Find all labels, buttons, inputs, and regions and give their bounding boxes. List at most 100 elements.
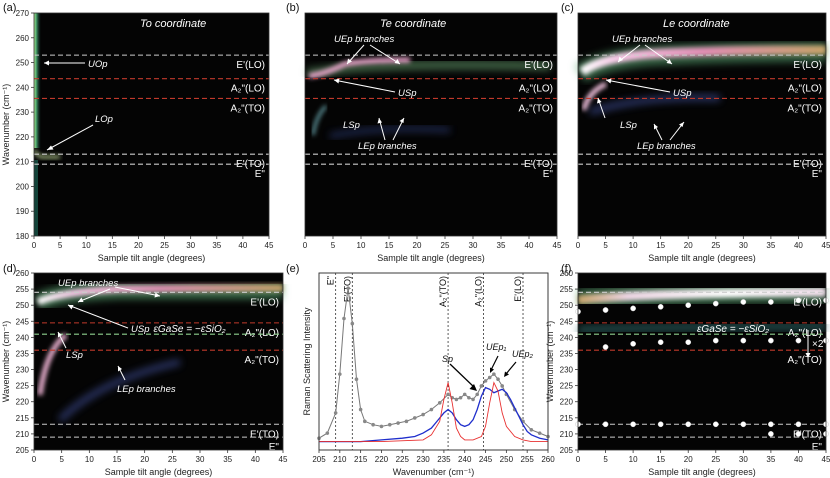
x-tick-label: 35 — [766, 241, 775, 250]
usp-band — [308, 57, 411, 79]
data-point — [429, 407, 434, 412]
x-tick-label: 260 — [541, 455, 555, 464]
y-tick-label: 210 — [16, 430, 30, 439]
x-tick-label: 35 — [212, 241, 221, 250]
y-tick-label: 260 — [560, 269, 574, 278]
data-point — [712, 421, 719, 428]
panel-label: (c) — [561, 2, 574, 14]
data-point — [363, 419, 367, 424]
svg-text:LSp: LSp — [343, 120, 360, 131]
y-tick-label: 200 — [16, 182, 30, 191]
y-tick-label: 220 — [16, 133, 30, 142]
x-tick-label: 25 — [441, 241, 450, 250]
panel-label: (f) — [561, 263, 571, 275]
vline-label: E'(LO) — [513, 276, 523, 302]
ref-line-label: A₂"(LO) — [788, 328, 822, 339]
x-tick-label: 40 — [251, 455, 260, 464]
x-tick-label: 5 — [58, 241, 63, 250]
svg-text:LOp: LOp — [95, 114, 113, 125]
y-tick-label: 220 — [16, 398, 30, 407]
data-point — [795, 337, 802, 344]
x-tick-label: 0 — [32, 455, 37, 464]
panel-d: (d) E'(LO) A₂"(LO) εGaSe = −εSiO₂ A₂"(TO) E'… — [1, 263, 288, 477]
panel-title: Te coordinate — [380, 18, 446, 30]
panel-c: (c) E'(LO) A₂"(LO) A₂"(TO) E'(TO)E" Le coor… — [561, 2, 830, 263]
ref-line-label: εGaSe = −εSiO₂ — [154, 324, 226, 335]
data-point — [657, 421, 664, 428]
annotation-lep: LEp branches — [637, 121, 696, 152]
panel-label: (b) — [286, 2, 299, 14]
x-tick-label: 5 — [603, 241, 608, 250]
annotation-lep: LEp branches — [358, 117, 417, 152]
data-point — [740, 421, 747, 428]
annotation-usp: USp — [67, 304, 149, 335]
data-point — [483, 379, 488, 383]
ref-line-label: A₂"(TO) — [788, 355, 822, 366]
y-axis-label: Wavenumber (cm⁻¹) — [545, 321, 555, 402]
data-point — [795, 431, 802, 437]
x-tick-label: 25 — [168, 455, 177, 464]
x-tick-label: 20 — [684, 241, 693, 250]
x-tick-label: 35 — [497, 241, 506, 250]
lep-branches-band — [57, 359, 181, 423]
x-tick-label: 0 — [576, 241, 581, 250]
ref-line-label: E" — [543, 169, 554, 180]
data-point — [740, 299, 747, 305]
x-tick-label: 235 — [437, 455, 451, 464]
x-tick-label: 205 — [312, 455, 326, 464]
x-tick-label: 250 — [500, 455, 514, 464]
svg-text:UOp: UOp — [88, 59, 108, 70]
svg-text:USp: USp — [398, 88, 416, 99]
x-tick-label: 45 — [279, 455, 288, 464]
ref-line-label: E" — [812, 169, 823, 180]
ref-line-label: A₂"(LO) — [245, 328, 279, 339]
axes-frame — [304, 12, 558, 237]
data-point — [492, 372, 496, 376]
x-tick-label: 35 — [223, 455, 232, 464]
heatmap-background — [305, 13, 557, 236]
x-tick-label: 40 — [525, 241, 534, 250]
x-tick-label: 10 — [85, 455, 94, 464]
x-tick-label: 225 — [396, 455, 410, 464]
x-tick-label: 215 — [354, 455, 368, 464]
y-tick-label: 210 — [560, 430, 574, 439]
data-point — [712, 300, 719, 307]
annotation-usp: USp — [333, 78, 416, 99]
lop-band — [32, 149, 60, 159]
data-point — [458, 395, 463, 400]
plot-area — [318, 272, 549, 451]
data-point — [346, 286, 350, 290]
data-point — [446, 392, 450, 397]
y-tick-label: 205 — [16, 446, 30, 455]
data-point — [630, 421, 636, 428]
svg-text:UEp₂: UEp₂ — [512, 349, 534, 359]
y-tick-label: 230 — [16, 108, 30, 117]
data-point — [479, 384, 484, 388]
axes-frame — [577, 12, 827, 237]
y-tick-label: 230 — [560, 366, 574, 375]
y-tick-label: 235 — [560, 349, 574, 358]
panel-e: (e) E"E'(TO)A₂"(TO)A₂"(LO)E'(LO) Sp UEp₁… — [286, 263, 555, 477]
data-point — [396, 421, 400, 425]
x-tick-label: 0 — [576, 455, 581, 464]
panel-f: (f) E'(LO) A₂"(LO) εGaSe = −εSiO₂ A₂"(TO) E'… — [545, 263, 830, 477]
lep-branches-band — [329, 126, 451, 139]
x-tick-label: 45 — [822, 241, 830, 250]
y-tick-label: 240 — [16, 83, 30, 92]
y-tick-label: 255 — [560, 285, 574, 294]
data-point — [333, 411, 338, 415]
x-tick-label: 30 — [186, 241, 195, 250]
scale-arrow: ×2 — [805, 330, 824, 358]
x-tick-label: 30 — [739, 241, 748, 250]
data-point — [537, 431, 542, 435]
panel-b: (b) E'(LO) A₂"(LO) A₂"(TO) E'(TO)E" Te coor… — [286, 2, 562, 263]
panel-label: (e) — [286, 263, 299, 275]
annotation-uop: UOp — [44, 59, 108, 70]
data-point — [685, 339, 692, 346]
x-tick-label: 10 — [629, 241, 638, 250]
data-point — [325, 431, 330, 435]
svg-text:USp: USp — [131, 324, 149, 335]
annotation-lsp: LSp — [597, 97, 637, 131]
y-tick-label: 210 — [16, 158, 30, 167]
x-tick-label: 20 — [413, 241, 422, 250]
